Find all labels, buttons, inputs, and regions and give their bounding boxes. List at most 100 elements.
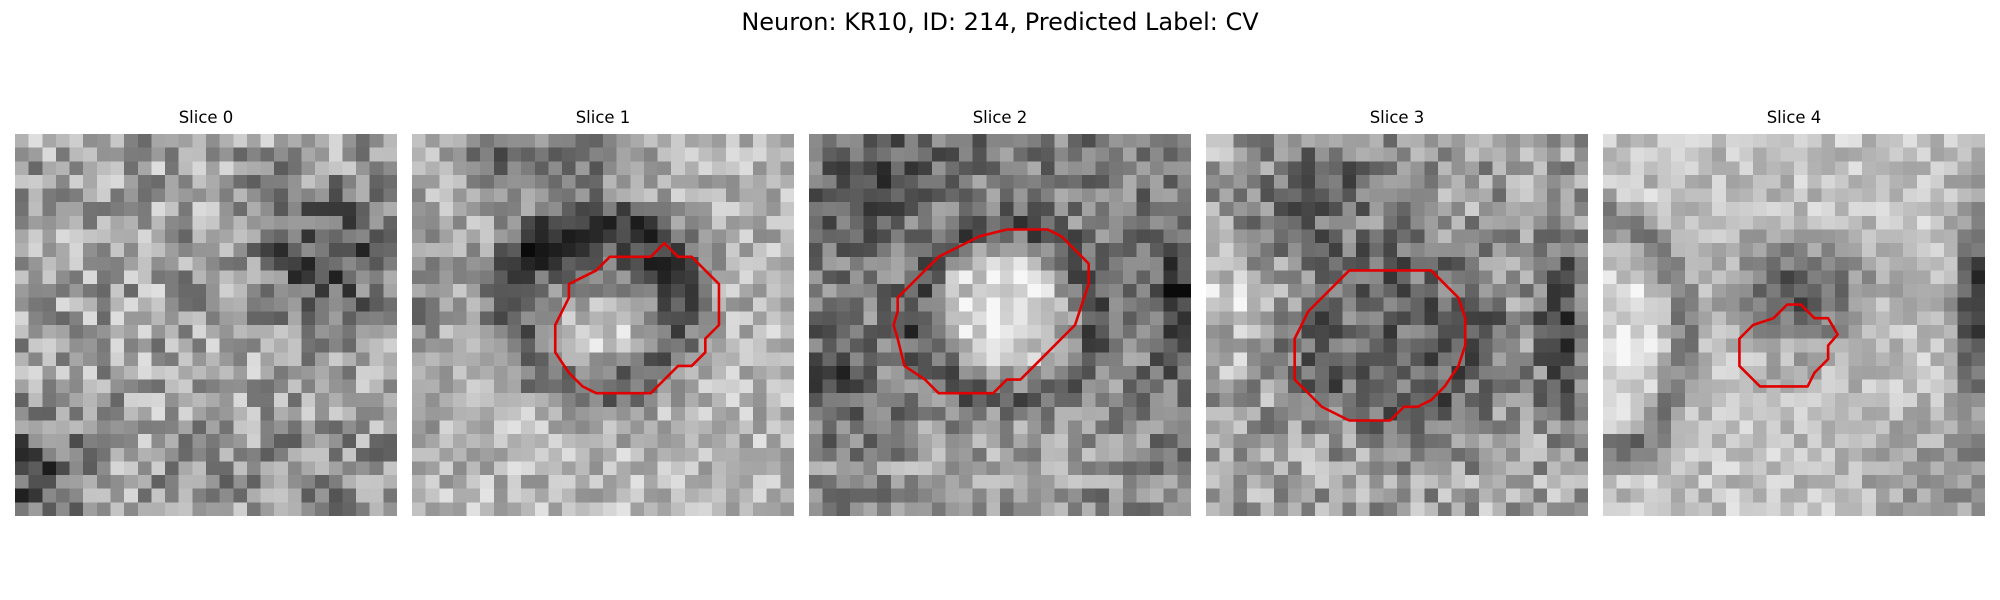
pixel-cell — [766, 420, 781, 435]
pixel-cell — [219, 475, 234, 490]
pixel-cell — [1671, 243, 1686, 258]
pixel-cell — [383, 161, 397, 176]
pixel-cell — [1177, 311, 1191, 326]
pixel-cell — [1424, 147, 1439, 162]
pixel-cell — [890, 393, 905, 408]
pixel-cell — [643, 256, 658, 271]
pixel-cell — [1328, 174, 1343, 189]
pixel-cell — [1274, 256, 1289, 271]
pixel-cell — [206, 311, 221, 326]
pixel-cell — [863, 447, 878, 462]
pixel-cell — [1862, 161, 1877, 176]
pixel-cell — [466, 134, 481, 149]
pixel-cell — [822, 461, 837, 476]
pixel-cell — [1684, 434, 1699, 449]
pixel-cell — [1054, 297, 1069, 312]
pixel-cell — [1848, 188, 1863, 203]
pixel-cell — [1315, 461, 1330, 476]
pixel-cell — [1643, 379, 1658, 394]
pixel-cell — [137, 420, 152, 435]
pixel-cell — [328, 270, 343, 285]
pixel-cell — [521, 406, 536, 421]
pixel-cell — [1603, 134, 1618, 149]
pixel-cell — [287, 256, 302, 271]
pixel-cell — [1219, 352, 1234, 367]
pixel-cell — [1616, 256, 1631, 271]
pixel-cell — [165, 488, 180, 503]
pixel-cell — [69, 420, 84, 435]
pixel-cell — [219, 447, 234, 462]
pixel-cell — [1834, 447, 1849, 462]
pixel-cell — [1397, 270, 1412, 285]
pixel-cell — [1957, 229, 1972, 244]
pixel-cell — [1574, 161, 1588, 176]
pixel-cell — [260, 243, 275, 258]
pixel-cell — [630, 311, 645, 326]
pixel-cell — [1862, 215, 1877, 230]
pixel-cell — [83, 188, 98, 203]
pixel-cell — [1712, 134, 1727, 149]
pixel-cell — [1013, 434, 1028, 449]
pixel-cell — [28, 352, 43, 367]
pixel-cell — [1410, 229, 1425, 244]
pixel-cell — [1616, 174, 1631, 189]
pixel-cell — [1095, 174, 1110, 189]
pixel-cell — [1903, 215, 1918, 230]
pixel-cell — [124, 229, 139, 244]
pixel-cell — [603, 256, 618, 271]
pixel-cell — [1206, 161, 1221, 176]
pixel-cell — [1780, 475, 1795, 490]
pixel-cell — [684, 379, 699, 394]
pixel-cell — [1780, 229, 1795, 244]
pixel-cell — [151, 502, 166, 516]
pixel-cell — [1040, 297, 1055, 312]
pixel-cell — [137, 379, 152, 394]
pixel-cell — [1054, 256, 1069, 271]
pixel-cell — [233, 270, 248, 285]
pixel-cell — [1684, 420, 1699, 435]
pixel-cell — [1451, 284, 1466, 299]
pixel-cell — [1342, 352, 1357, 367]
pixel-cell — [836, 393, 851, 408]
pixel-cell — [28, 229, 43, 244]
pixel-cell — [412, 215, 427, 230]
pixel-cell — [1616, 311, 1631, 326]
pixel-cell — [287, 297, 302, 312]
pixel-cell — [1122, 379, 1137, 394]
pixel-cell — [1465, 406, 1480, 421]
pixel-cell — [439, 420, 454, 435]
pixel-cell — [1944, 188, 1959, 203]
pixel-cell — [1122, 338, 1137, 353]
pixel-cell — [1725, 256, 1740, 271]
pixel-cell — [1930, 256, 1945, 271]
pixel-cell — [1287, 311, 1302, 326]
pixel-cell — [1834, 406, 1849, 421]
pixel-cell — [466, 174, 481, 189]
pixel-cell — [1657, 297, 1672, 312]
pixel-cell — [1136, 461, 1151, 476]
pixel-cell — [1916, 202, 1931, 217]
pixel-cell — [356, 352, 371, 367]
pixel-cell — [1821, 243, 1836, 258]
pixel-cell — [1862, 284, 1877, 299]
pixel-cell — [945, 502, 960, 516]
pixel-cell — [1040, 352, 1055, 367]
pixel-cell — [945, 202, 960, 217]
pixel-cell — [603, 229, 618, 244]
pixel-cell — [1274, 161, 1289, 176]
pixel-cell — [1930, 406, 1945, 421]
pixel-cell — [1095, 488, 1110, 503]
pixel-cell — [753, 325, 768, 340]
pixel-cell — [1780, 365, 1795, 380]
pixel-cell — [124, 365, 139, 380]
pixel-cell — [904, 215, 919, 230]
pixel-cell — [55, 174, 70, 189]
pixel-cell — [822, 134, 837, 149]
pixel-cell — [1301, 393, 1316, 408]
pixel-cell — [274, 338, 289, 353]
pixel-cell — [1081, 434, 1096, 449]
pixel-cell — [1753, 434, 1768, 449]
pixel-cell — [219, 215, 234, 230]
pixel-cell — [1219, 379, 1234, 394]
pixel-cell — [178, 147, 193, 162]
